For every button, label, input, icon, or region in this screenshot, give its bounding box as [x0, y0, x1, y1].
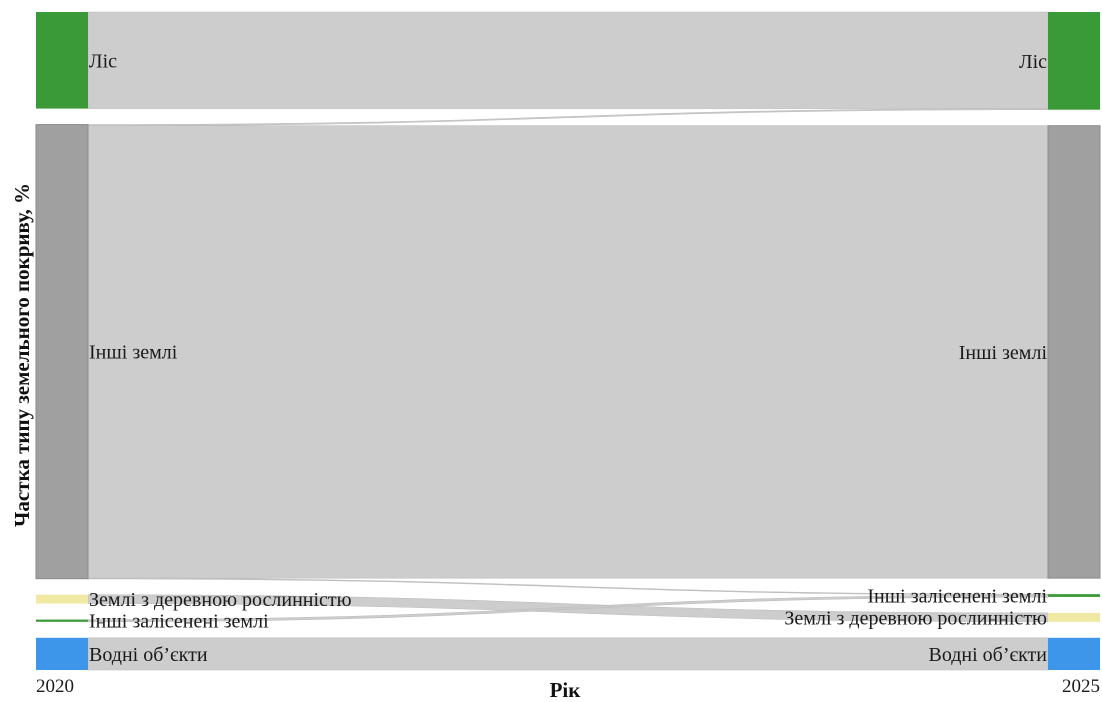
label-right-water: Водні об’єкти: [928, 644, 1047, 666]
node-left-other: [35, 124, 89, 580]
label-right-woody: Землі з деревною рослинністю: [784, 607, 1047, 629]
label-right-other: Інші землі: [959, 342, 1048, 364]
node-right-otherwooded: [1048, 594, 1100, 597]
node-right-other: [1047, 125, 1101, 579]
label-left-woody: Землі з деревною рослинністю: [89, 589, 352, 611]
label-right-otherwooded: Інші залісенені землі: [867, 586, 1047, 608]
flow-links: [87, 11, 1049, 671]
flow-otherwooded-to-otherwooded: [87, 594, 1049, 623]
nodes: [35, 12, 1101, 670]
label-left-forest: Ліс: [89, 50, 117, 72]
flow-forest-to-forest: [87, 11, 1049, 109]
node-right-water: [1048, 637, 1100, 670]
y-axis-title: Частка типу земельного покриву, %: [10, 183, 34, 527]
node-right-forest: [1048, 12, 1100, 110]
year-label-left: 2020: [36, 676, 74, 697]
node-left-woody: [36, 594, 88, 604]
flow-other-to-forest: [87, 108, 1049, 127]
label-left-water: Водні об’єкти: [89, 644, 208, 666]
node-left-otherwooded: [36, 619, 88, 622]
node-labels: Ліс Інші землі Землі з деревною рослинніст…: [89, 50, 1047, 666]
label-left-other: Інші землі: [89, 342, 178, 364]
flow-water-to-water: [87, 637, 1049, 671]
flow-other-to-other: [87, 125, 1049, 579]
node-left-forest: [36, 12, 88, 109]
label-right-forest: Ліс: [1019, 51, 1047, 73]
label-left-otherwooded: Інші залісенені землі: [89, 611, 269, 633]
x-axis-title: Рік: [550, 678, 582, 702]
year-label-right: 2025: [1062, 676, 1100, 697]
node-right-woody: [1048, 612, 1100, 622]
node-left-water: [36, 637, 88, 670]
